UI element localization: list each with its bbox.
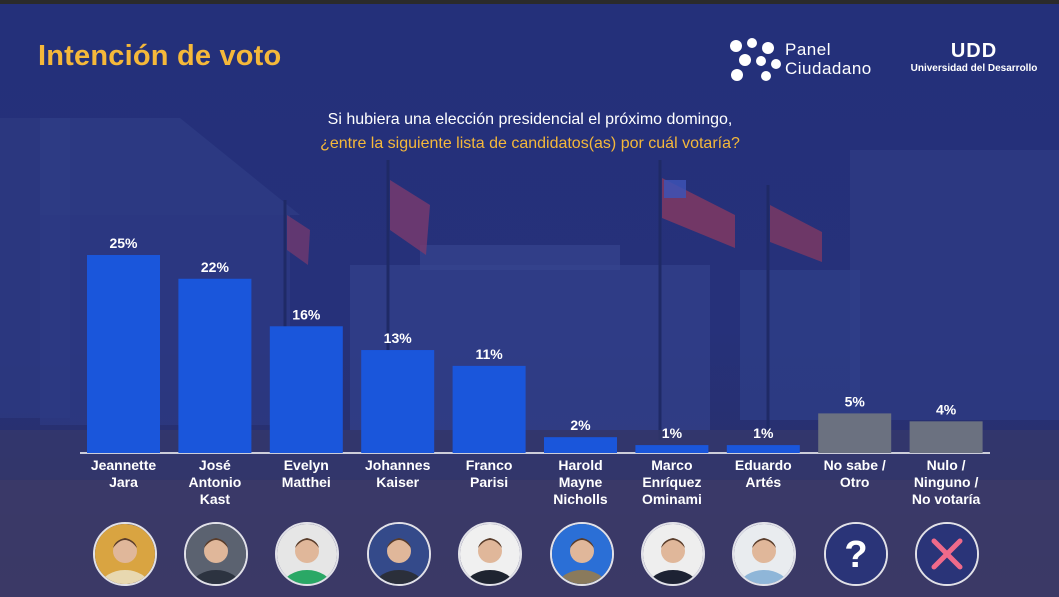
category-label-7: Marco Enríquez Ominami (622, 457, 722, 508)
category-label-line: Marco (651, 457, 693, 473)
category-label-line: No votaría (911, 491, 981, 507)
category-label-10: Nulo / Ninguno / No votaría (896, 457, 996, 508)
category-label-line: Matthei (281, 474, 331, 490)
category-label-line: Antonio (188, 474, 242, 490)
category-label-line: Artés (745, 474, 782, 490)
category-label-line: Otro (839, 474, 870, 490)
candidate-avatar-7 (640, 522, 705, 586)
udd-logo-subtitle: Universidad del Desarrollo (910, 63, 1038, 74)
category-label-line: Jara (109, 474, 138, 490)
category-label-line: Parisi (470, 474, 509, 490)
survey-question-line1: Si hubiera una elección presidencial el … (327, 111, 733, 128)
category-label-line: Eduardo (734, 457, 792, 473)
panel-logo-line2: Ciudadano (785, 59, 872, 78)
category-label-line: Johannes (365, 457, 431, 473)
bar-value-label-3: 16% (292, 306, 321, 322)
person-photo-icon (734, 524, 795, 584)
bar-value-label-7: 1% (662, 425, 683, 441)
category-label-line: Evelyn (283, 457, 329, 473)
category-label-6: Harold Mayne Nicholls (531, 457, 631, 508)
category-label-4: Johannes Kaiser (348, 457, 448, 491)
candidate-avatar-2 (183, 522, 248, 586)
person-photo-icon (642, 524, 703, 584)
bar-8 (726, 445, 800, 453)
category-label-line: Kast (199, 491, 231, 507)
panel-ciudadano-logo: Panel Ciudadano (728, 38, 903, 82)
bar-3 (269, 326, 343, 453)
candidate-avatar-1 (92, 522, 157, 586)
cross-icon (915, 522, 980, 586)
person-photo-icon (277, 524, 338, 584)
category-label-line: Franco (465, 457, 513, 473)
category-label-line: Ominami (641, 491, 702, 507)
category-label-5: Franco Parisi (439, 457, 539, 491)
udd-logo: UDD Universidad del Desarrollo (906, 40, 1042, 80)
candidate-avatar-3 (275, 522, 340, 586)
category-label-2: José Antonio Kast (165, 457, 265, 508)
category-label-line: Nicholls (553, 491, 608, 507)
category-label-3: Evelyn Matthei (256, 457, 356, 491)
bar-1 (87, 255, 160, 453)
bar-10 (909, 421, 983, 453)
bar-value-label-8: 1% (753, 425, 774, 441)
bar-value-label-10: 4% (936, 401, 957, 417)
page-title: Intención de voto (38, 40, 282, 72)
category-label-line: Mayne (558, 474, 603, 490)
bar-value-label-9: 5% (845, 393, 866, 409)
cross-icon (917, 524, 978, 584)
category-label-line: Nulo / (926, 457, 966, 473)
category-label-8: Eduardo Artés (713, 457, 813, 491)
category-label-line: Ninguno / (913, 474, 979, 490)
candidate-avatar-8 (732, 522, 797, 586)
category-label-line: Harold (558, 457, 603, 473)
question-mark-icon: ? (825, 524, 886, 584)
candidate-avatar-5 (458, 522, 523, 586)
person-photo-icon (551, 524, 612, 584)
category-label-line: Kaiser (376, 474, 420, 490)
category-label-line: José (198, 457, 231, 473)
bar-value-label-6: 2% (570, 417, 591, 433)
person-photo-icon (368, 524, 429, 584)
candidate-avatar-4 (366, 522, 431, 586)
panel-logo-line1: Panel (785, 40, 831, 59)
bar-value-label-4: 13% (384, 330, 413, 346)
category-label-line: Jeannette (90, 457, 157, 473)
svg-text:?: ? (844, 534, 867, 576)
bar-value-label-1: 25% (109, 235, 138, 251)
candidate-avatar-6 (549, 522, 614, 586)
bar-5 (452, 365, 526, 453)
person-photo-icon (94, 524, 155, 584)
person-photo-icon (185, 524, 246, 584)
question-mark-icon: ? (823, 522, 888, 586)
bar-value-label-5: 11% (475, 346, 503, 362)
person-photo-icon (460, 524, 521, 584)
category-label-9: No sabe / Otro (805, 457, 905, 491)
survey-question-line2: ¿entre la siguiente lista de candidatos(… (320, 135, 740, 152)
bar-value-label-2: 22% (201, 259, 230, 275)
udd-logo-mark: UDD (950, 40, 998, 62)
top-edge-bar (0, 0, 1059, 4)
bar-4 (361, 350, 435, 453)
panel-ciudadano-dots-icon (730, 38, 781, 81)
bar-6 (544, 437, 617, 453)
survey-question: Si hubiera una elección presidencial el … (260, 108, 800, 156)
bar-7 (635, 445, 709, 453)
bar-9 (818, 413, 892, 453)
bar-2 (178, 278, 252, 453)
category-label-line: Enríquez (642, 474, 702, 490)
category-label-1: Jeannette Jara (74, 457, 174, 491)
category-label-line: No sabe / (823, 457, 886, 473)
